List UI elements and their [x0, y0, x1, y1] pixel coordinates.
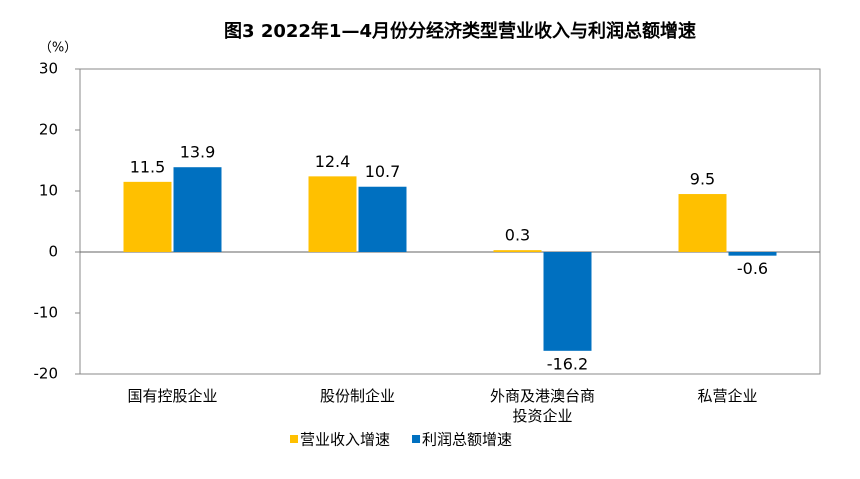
bar: [543, 252, 592, 351]
bar: [173, 167, 222, 252]
y-tick-label: 0: [48, 243, 58, 261]
y-tick-label: 10: [39, 182, 58, 200]
legend-label: 利润总额增速: [422, 431, 512, 449]
y-tick-label: -20: [34, 365, 59, 383]
bar: [358, 186, 407, 252]
value-label: 13.9: [180, 143, 216, 162]
bar: [678, 194, 727, 252]
legend-label: 营业收入增速: [300, 431, 390, 449]
legend-swatch: [412, 435, 421, 443]
y-tick-label: -10: [34, 304, 59, 322]
value-label: 10.7: [365, 162, 401, 181]
x-tick-label: 股份制企业: [319, 387, 395, 405]
legend-swatch: [290, 435, 298, 443]
y-axis-label: （%）: [39, 41, 77, 56]
x-tick-label: 私营企业: [697, 387, 758, 405]
plot-frame: [79, 68, 821, 375]
bar: [728, 252, 777, 256]
x-tick-label: 国有控股企业: [127, 387, 218, 405]
value-label: 0.3: [505, 226, 530, 245]
value-label: 9.5: [690, 170, 715, 189]
bar: [123, 181, 172, 252]
bar: [493, 250, 542, 252]
value-label: 11.5: [130, 157, 166, 176]
value-label: -16.2: [547, 354, 588, 373]
value-label: -0.6: [737, 259, 768, 278]
y-tick-label: 20: [39, 121, 58, 139]
value-label: 12.4: [315, 152, 351, 171]
chart-title: 图3 2022年1—4月份分经济类型营业收入与利润总额增速: [224, 20, 696, 42]
y-tick-label: 30: [39, 60, 58, 78]
x-tick-label: 外商及港澳台商投资企业: [489, 387, 595, 425]
bar: [308, 176, 357, 252]
